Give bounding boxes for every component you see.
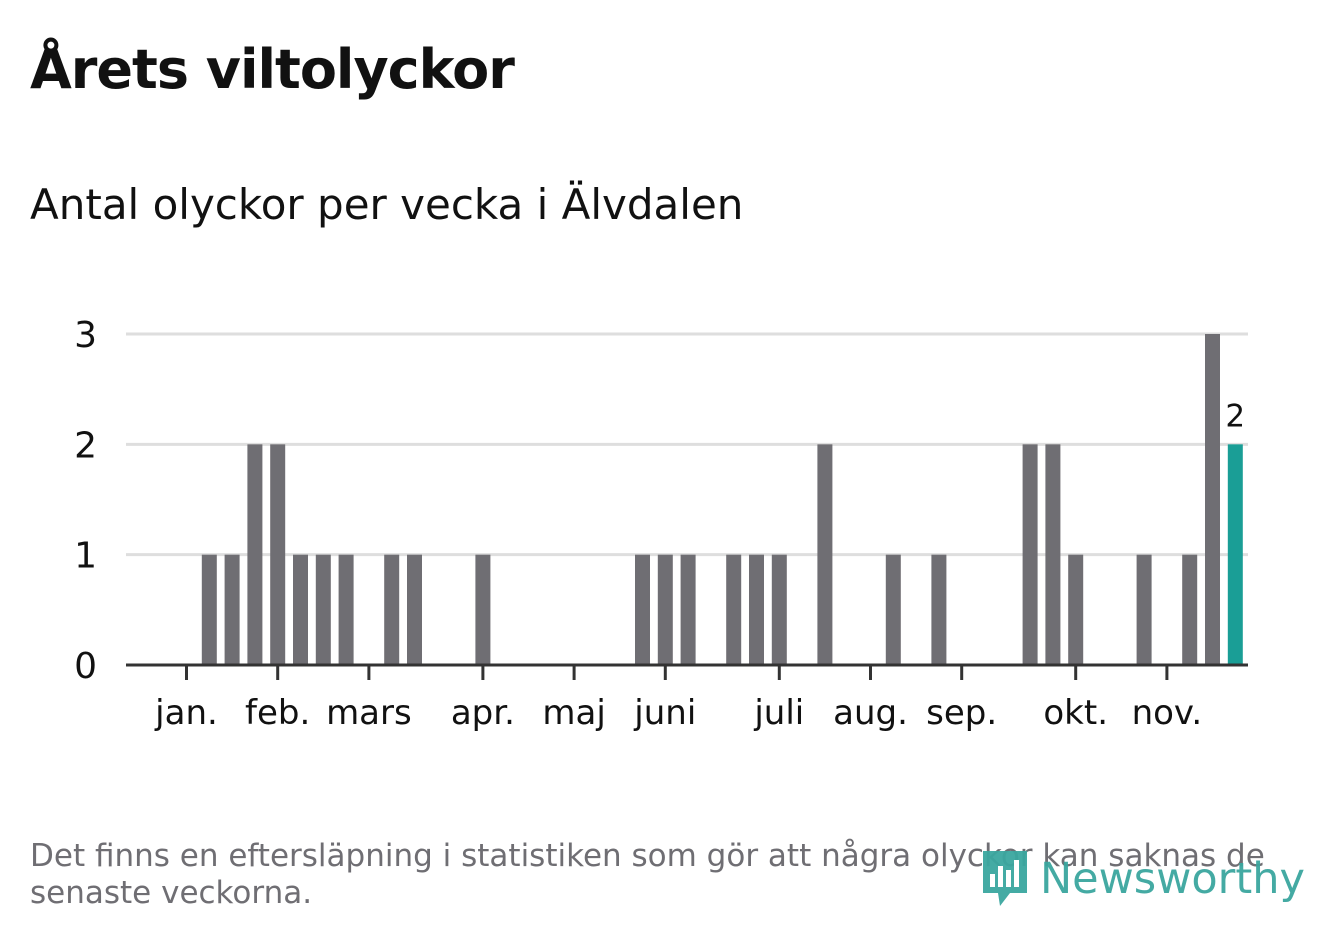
bar-week-8 — [338, 554, 354, 665]
bar-highlight — [1227, 444, 1243, 665]
bar-week-39 — [1045, 444, 1061, 665]
x-tick-label-1: feb. — [245, 693, 310, 733]
bar-week-43 — [1136, 554, 1152, 665]
logo-text: Newsworthy — [1040, 854, 1305, 904]
bar-week-7 — [315, 554, 331, 665]
bar-week-27 — [771, 554, 787, 665]
x-tick-label-2: mars — [326, 693, 412, 733]
bar-week-14 — [475, 554, 491, 665]
chart-subtitle: Antal olyckor per vecka i Älvdalen — [30, 180, 744, 229]
bar-week-10 — [384, 554, 400, 665]
x-tick-label-8: sep. — [926, 693, 997, 733]
bar-week-22 — [657, 554, 673, 665]
bar-week-46 — [1205, 334, 1220, 665]
y-tick-label-2: 2 — [74, 425, 97, 466]
bar-week-25 — [726, 554, 742, 665]
chart-title: Årets viltolyckor — [30, 38, 515, 101]
bar-chart-speech-bubble-icon — [983, 851, 1027, 906]
y-tick-label-0: 0 — [74, 646, 97, 687]
bar-week-11 — [407, 554, 422, 665]
bar-week-34 — [931, 554, 947, 665]
bar-week-2 — [201, 554, 217, 665]
bar-week-40 — [1068, 554, 1084, 665]
bar-week-6 — [293, 554, 308, 665]
bar-week-23 — [680, 554, 696, 665]
x-tick-label-5: juni — [633, 693, 696, 733]
y-tick-label-3: 3 — [74, 315, 97, 356]
x-tick-label-9: okt. — [1043, 693, 1108, 733]
bar-week-5 — [270, 444, 286, 665]
x-tick-label-6: juli — [753, 693, 804, 733]
bar-week-21 — [635, 554, 650, 665]
x-tick-label-7: aug. — [833, 693, 908, 733]
bar-week-4 — [247, 444, 263, 665]
bar-week-32 — [885, 554, 901, 665]
x-tick-label-10: nov. — [1132, 693, 1203, 733]
y-tick-label-1: 1 — [74, 536, 97, 577]
x-tick-label-4: maj — [542, 693, 605, 733]
x-tick-label-0: jan. — [154, 693, 218, 733]
bar-week-26 — [749, 554, 764, 665]
x-tick-label-3: apr. — [451, 693, 515, 733]
footnote: Det finns en eftersläpning i statistiken… — [30, 838, 1265, 911]
newsworthy-logo[interactable]: Newsworthy — [980, 848, 1305, 910]
bar-week-3 — [224, 554, 240, 665]
bar-week-29 — [817, 444, 833, 665]
bar-week-45 — [1182, 554, 1198, 665]
bar-week-38 — [1022, 444, 1038, 665]
bar-data-label: 2 — [1225, 398, 1245, 434]
